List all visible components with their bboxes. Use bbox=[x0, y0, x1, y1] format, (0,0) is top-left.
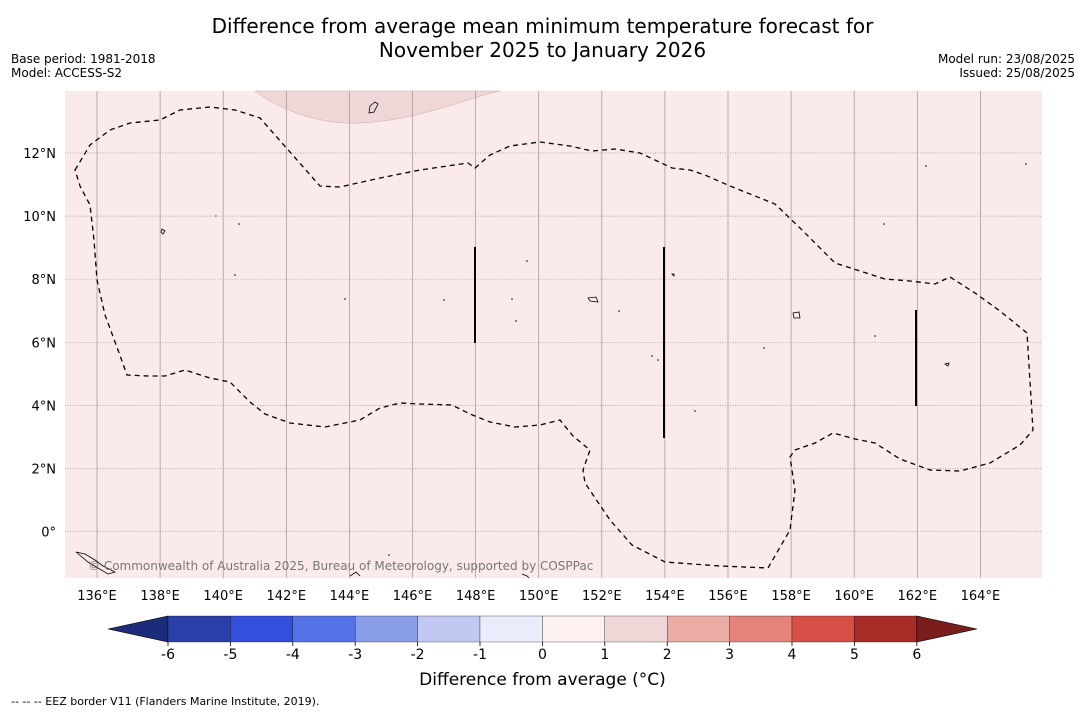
x-tick-label: 146°E bbox=[393, 589, 433, 604]
island-dot bbox=[657, 359, 659, 361]
island-c bbox=[792, 311, 801, 319]
copyright-text: © Commonwealth of Australia 2025, Bureau… bbox=[88, 559, 593, 573]
colorbar-tick-label: 3 bbox=[725, 647, 734, 663]
island-dot bbox=[388, 554, 390, 556]
meta-left: Base period: 1981-2018 Model: ACCESS-S2 bbox=[11, 52, 156, 80]
island-dot bbox=[1025, 163, 1027, 165]
colorbar-tick-label: -3 bbox=[348, 647, 362, 663]
y-tick-label: 12°N bbox=[23, 147, 56, 162]
coastline-b bbox=[521, 573, 530, 579]
y-tick-label: 4°N bbox=[32, 399, 57, 414]
coastline-c bbox=[349, 571, 361, 577]
x-tick-label: 140°E bbox=[203, 589, 243, 604]
colorbar-bin bbox=[854, 615, 917, 643]
island-dot bbox=[511, 298, 513, 300]
island-a bbox=[160, 228, 166, 235]
x-tick-label: 138°E bbox=[140, 589, 180, 604]
model-run: Model run: 23/08/2025 bbox=[937, 52, 1075, 66]
map-background bbox=[65, 91, 1042, 578]
colorbar-over-extend bbox=[916, 615, 978, 643]
island-b bbox=[587, 296, 599, 303]
colorbar-bin bbox=[292, 615, 356, 643]
colorbar-tick-label: 0 bbox=[538, 647, 547, 663]
island-dot bbox=[925, 165, 927, 167]
y-tick-label: 2°N bbox=[32, 463, 57, 478]
colorbar: -6 -5 -4 -3 -2 -1 0 1 2 3 4 5 6 bbox=[107, 615, 978, 663]
island-dot bbox=[443, 299, 445, 301]
x-tick-label: 154°E bbox=[645, 589, 685, 604]
colorbar-under-extend bbox=[107, 615, 169, 643]
island-dot bbox=[526, 260, 528, 262]
island-dot bbox=[874, 335, 876, 337]
title-line-2: November 2025 to January 2026 bbox=[378, 38, 707, 62]
y-tick-label: 6°N bbox=[32, 336, 57, 351]
island-dot bbox=[515, 320, 517, 322]
x-axis-ticks: 136°E 138°E 140°E 142°E 144°E 146°E 148°E 150°E… bbox=[77, 589, 1000, 604]
colorbar-tick-label: -5 bbox=[223, 647, 237, 663]
island-dots bbox=[215, 163, 1027, 556]
chart-title: Difference from average mean minimum tem… bbox=[0, 14, 1085, 62]
x-tick-label: 164°E bbox=[961, 589, 1001, 604]
colorbar-tick-label: 1 bbox=[600, 647, 609, 663]
island-d bbox=[944, 362, 950, 367]
y-axis-ticks: 12°N 10°N 8°N 6°N 4°N 2°N 0° bbox=[23, 147, 56, 541]
x-tick-label: 150°E bbox=[519, 589, 559, 604]
colorbar-bin bbox=[479, 615, 543, 643]
island-guam bbox=[368, 101, 379, 114]
colorbar-tick-label: 6 bbox=[912, 647, 921, 663]
base-period: Base period: 1981-2018 bbox=[11, 52, 156, 66]
colorbar-tick-label: 2 bbox=[663, 647, 672, 663]
island-dot bbox=[234, 274, 236, 276]
colorbar-bin bbox=[417, 615, 481, 643]
colorbar-tick-label: -6 bbox=[161, 647, 175, 663]
colorbar-tick-label: -2 bbox=[411, 647, 425, 663]
colorbar-tick-label: 4 bbox=[788, 647, 797, 663]
islands bbox=[75, 101, 950, 579]
colorbar-bin bbox=[791, 615, 855, 643]
y-tick-label: 10°N bbox=[23, 210, 56, 225]
meta-right: Model run: 23/08/2025 Issued: 25/08/2025 bbox=[938, 52, 1075, 80]
island-dot bbox=[215, 215, 217, 217]
coastline-new-guinea bbox=[75, 551, 117, 575]
x-tick-label: 142°E bbox=[267, 589, 307, 604]
issued-date: Issued: 25/08/2025 bbox=[959, 66, 1075, 80]
colorbar-tick-label: -1 bbox=[473, 647, 487, 663]
island-dot bbox=[618, 310, 620, 312]
eez-border bbox=[74, 106, 1034, 569]
x-tick-label: 144°E bbox=[330, 589, 370, 604]
colorbar-bin bbox=[355, 615, 418, 643]
colorbar-bin bbox=[230, 615, 293, 643]
colorbar-bin bbox=[729, 615, 793, 643]
x-tick-label: 158°E bbox=[771, 589, 811, 604]
island-dot bbox=[651, 355, 653, 357]
island-dot bbox=[694, 410, 696, 412]
x-tick-label: 148°E bbox=[456, 589, 496, 604]
colorbar-bin bbox=[667, 615, 730, 643]
colorbar-bin bbox=[542, 615, 605, 643]
x-tick-label: 162°E bbox=[898, 589, 938, 604]
colorbar-bin bbox=[604, 615, 668, 643]
title-line-1: Difference from average mean minimum tem… bbox=[211, 14, 874, 38]
colorbar-title: Difference from average (°C) bbox=[419, 670, 666, 690]
y-tick-label: 8°N bbox=[32, 273, 57, 288]
eez-footnote: -- -- -- EEZ border V11 (Flanders Marine… bbox=[11, 695, 320, 708]
island-dot bbox=[238, 223, 240, 225]
island-dot bbox=[883, 223, 885, 225]
colorbar-bin bbox=[167, 615, 231, 643]
x-tick-label: 156°E bbox=[708, 589, 748, 604]
island-dot bbox=[763, 347, 765, 349]
x-tick-label: 136°E bbox=[77, 589, 117, 604]
island-dot bbox=[344, 298, 346, 300]
y-tick-label: 0° bbox=[41, 526, 56, 541]
colorbar-tick-label: 5 bbox=[850, 647, 859, 663]
model-name: Model: ACCESS-S2 bbox=[11, 66, 123, 80]
x-tick-label: 152°E bbox=[582, 589, 622, 604]
x-tick-label: 160°E bbox=[834, 589, 874, 604]
colorbar-tick-label: -4 bbox=[286, 647, 300, 663]
island-e bbox=[671, 273, 675, 277]
